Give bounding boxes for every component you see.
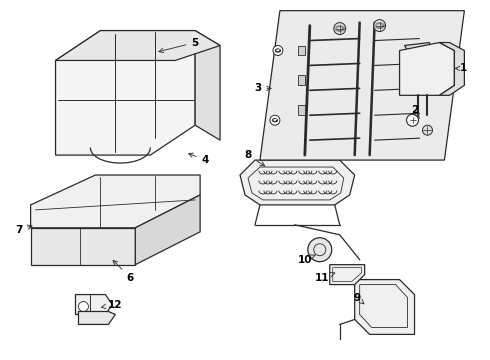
- Circle shape: [374, 20, 386, 32]
- Text: 5: 5: [159, 37, 199, 53]
- Polygon shape: [75, 294, 112, 315]
- Text: 2: 2: [411, 105, 419, 118]
- Polygon shape: [298, 45, 305, 55]
- Text: 9: 9: [353, 293, 364, 304]
- Text: 4: 4: [189, 153, 209, 165]
- Text: 10: 10: [297, 255, 315, 265]
- Polygon shape: [135, 195, 200, 265]
- Circle shape: [422, 125, 433, 135]
- Circle shape: [407, 114, 418, 126]
- Polygon shape: [405, 42, 435, 90]
- Polygon shape: [399, 42, 454, 95]
- Polygon shape: [30, 228, 135, 265]
- Polygon shape: [260, 11, 465, 160]
- Circle shape: [334, 23, 346, 35]
- Polygon shape: [55, 31, 220, 60]
- Polygon shape: [298, 105, 305, 115]
- Text: 8: 8: [245, 150, 265, 166]
- Circle shape: [78, 302, 89, 311]
- Polygon shape: [440, 42, 465, 95]
- Polygon shape: [55, 31, 195, 155]
- Polygon shape: [30, 175, 200, 228]
- Polygon shape: [78, 311, 115, 324]
- Circle shape: [424, 50, 435, 60]
- Polygon shape: [355, 280, 415, 334]
- Circle shape: [270, 115, 280, 125]
- Text: 6: 6: [113, 260, 134, 283]
- Text: 7: 7: [15, 225, 32, 235]
- Circle shape: [308, 238, 332, 262]
- Polygon shape: [240, 160, 355, 205]
- Polygon shape: [298, 75, 305, 85]
- Circle shape: [273, 45, 283, 55]
- Polygon shape: [195, 31, 220, 140]
- Text: 12: 12: [101, 300, 122, 310]
- Text: 3: 3: [254, 84, 271, 93]
- Polygon shape: [330, 265, 365, 285]
- Text: 1: 1: [455, 63, 467, 73]
- Text: 11: 11: [315, 273, 335, 283]
